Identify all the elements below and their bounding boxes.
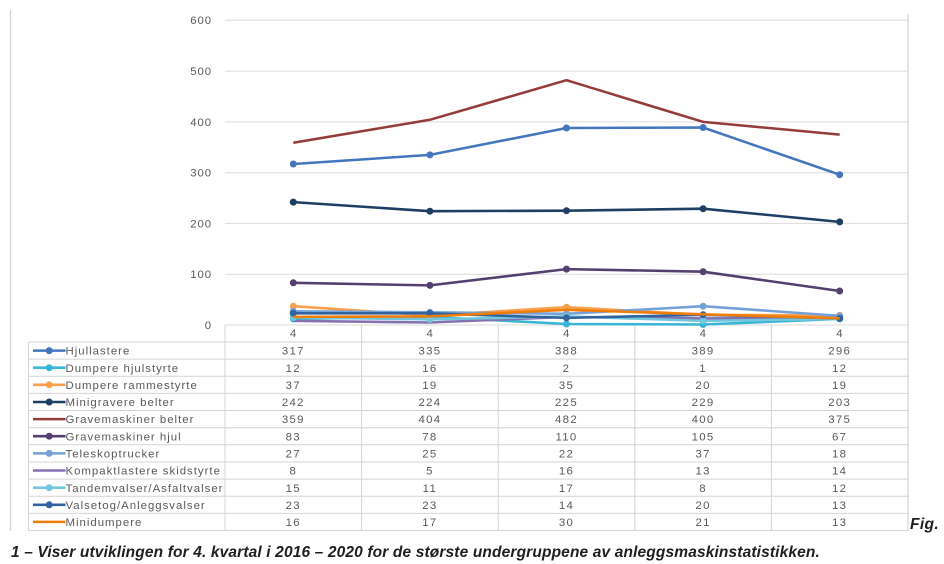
svg-text:Tandemvalser/Asfaltvalser: Tandemvalser/Asfaltvalser xyxy=(66,483,224,495)
svg-text:600: 600 xyxy=(190,15,212,27)
svg-text:23: 23 xyxy=(422,500,437,512)
svg-text:400: 400 xyxy=(190,117,212,129)
svg-text:203: 203 xyxy=(828,397,851,409)
svg-text:Gravemaskiner belter: Gravemaskiner belter xyxy=(66,414,195,426)
svg-text:17: 17 xyxy=(422,517,437,529)
svg-text:8: 8 xyxy=(699,483,707,495)
svg-text:Teleskoptrucker: Teleskoptrucker xyxy=(66,449,161,461)
svg-text:110: 110 xyxy=(555,431,577,443)
svg-text:200: 200 xyxy=(190,218,212,230)
svg-text:389: 389 xyxy=(692,346,715,358)
svg-text:11: 11 xyxy=(423,483,437,495)
svg-text:21: 21 xyxy=(695,517,710,529)
svg-text:1 – Viser utviklingen for 4. k: 1 – Viser utviklingen for 4. kvartal i 2… xyxy=(11,544,820,561)
svg-text:482: 482 xyxy=(555,414,578,426)
svg-text:404: 404 xyxy=(418,414,441,426)
svg-text:4: 4 xyxy=(563,328,570,340)
svg-text:Minigravere belter: Minigravere belter xyxy=(66,397,175,409)
svg-text:13: 13 xyxy=(695,466,710,478)
svg-text:400: 400 xyxy=(692,414,715,426)
svg-text:1: 1 xyxy=(699,363,707,375)
svg-text:13: 13 xyxy=(832,500,847,512)
svg-text:18: 18 xyxy=(832,449,847,461)
svg-text:15: 15 xyxy=(286,483,301,495)
svg-text:296: 296 xyxy=(828,346,851,358)
svg-text:225: 225 xyxy=(555,397,578,409)
svg-text:20: 20 xyxy=(695,380,710,392)
svg-text:35: 35 xyxy=(559,380,574,392)
svg-text:224: 224 xyxy=(418,397,441,409)
svg-text:20: 20 xyxy=(695,500,710,512)
svg-text:229: 229 xyxy=(692,397,715,409)
svg-text:14: 14 xyxy=(559,500,574,512)
svg-text:37: 37 xyxy=(286,380,301,392)
svg-text:19: 19 xyxy=(422,380,437,392)
svg-text:5: 5 xyxy=(426,466,434,478)
svg-text:16: 16 xyxy=(286,517,301,529)
svg-text:12: 12 xyxy=(832,363,847,375)
svg-text:4: 4 xyxy=(426,328,433,340)
svg-text:500: 500 xyxy=(190,66,212,78)
svg-text:105: 105 xyxy=(692,431,715,443)
svg-text:17: 17 xyxy=(559,483,574,495)
svg-text:8: 8 xyxy=(289,466,297,478)
svg-text:14: 14 xyxy=(832,466,847,478)
svg-text:Dumpere hjulstyrte: Dumpere hjulstyrte xyxy=(66,363,180,375)
svg-text:30: 30 xyxy=(559,517,574,529)
svg-text:Hjullastere: Hjullastere xyxy=(66,346,131,358)
svg-text:67: 67 xyxy=(832,431,847,443)
svg-text:Valsetog/Anleggsvalser: Valsetog/Anleggsvalser xyxy=(66,500,206,512)
svg-text:22: 22 xyxy=(559,449,574,461)
svg-text:Dumpere rammestyrte: Dumpere rammestyrte xyxy=(66,380,198,392)
svg-text:300: 300 xyxy=(190,168,212,180)
svg-text:335: 335 xyxy=(418,346,441,358)
svg-text:23: 23 xyxy=(286,500,301,512)
svg-text:16: 16 xyxy=(559,466,574,478)
svg-text:27: 27 xyxy=(286,449,301,461)
svg-text:4: 4 xyxy=(290,328,297,340)
svg-text:78: 78 xyxy=(422,431,437,443)
svg-text:375: 375 xyxy=(828,414,851,426)
svg-text:2: 2 xyxy=(563,363,571,375)
svg-text:388: 388 xyxy=(555,346,578,358)
svg-text:83: 83 xyxy=(286,431,301,443)
svg-text:13: 13 xyxy=(832,517,847,529)
svg-text:Kompaktlastere skidstyrte: Kompaktlastere skidstyrte xyxy=(66,466,221,478)
svg-text:359: 359 xyxy=(282,414,305,426)
svg-text:242: 242 xyxy=(282,397,305,409)
svg-text:4: 4 xyxy=(836,328,843,340)
svg-text:0: 0 xyxy=(205,320,212,332)
svg-text:Minidumpere: Minidumpere xyxy=(66,517,143,529)
svg-text:25: 25 xyxy=(422,449,437,461)
svg-text:37: 37 xyxy=(695,449,710,461)
svg-text:Fig.: Fig. xyxy=(910,516,939,533)
svg-text:12: 12 xyxy=(286,363,301,375)
svg-text:100: 100 xyxy=(190,269,212,281)
svg-text:16: 16 xyxy=(422,363,437,375)
svg-text:12: 12 xyxy=(832,483,847,495)
svg-text:Gravemaskiner hjul: Gravemaskiner hjul xyxy=(66,431,182,443)
svg-text:4: 4 xyxy=(700,328,707,340)
svg-text:317: 317 xyxy=(282,346,305,358)
svg-text:19: 19 xyxy=(832,380,847,392)
